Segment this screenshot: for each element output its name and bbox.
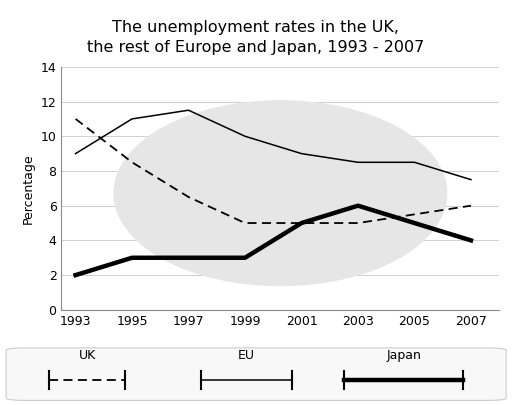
FancyBboxPatch shape bbox=[6, 348, 506, 401]
Text: EU: EU bbox=[238, 349, 255, 362]
Circle shape bbox=[114, 101, 446, 286]
Text: The unemployment rates in the UK,
the rest of Europe and Japan, 1993 - 2007: The unemployment rates in the UK, the re… bbox=[88, 20, 424, 55]
Text: UK: UK bbox=[78, 349, 96, 362]
Y-axis label: Percentage: Percentage bbox=[22, 153, 35, 224]
Text: Japan: Japan bbox=[387, 349, 421, 362]
